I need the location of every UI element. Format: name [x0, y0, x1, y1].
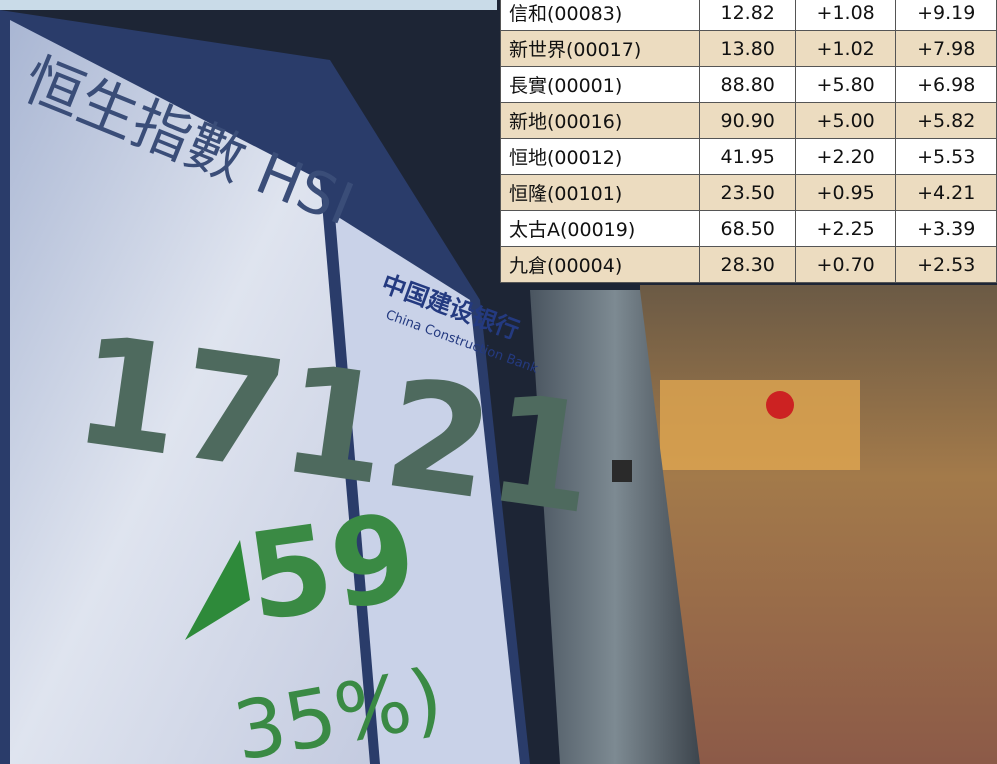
button [612, 460, 632, 482]
stock-name: 太古A(00019) [501, 211, 700, 247]
stock-value: 41.95 [700, 139, 795, 175]
stock-value: +2.20 [795, 139, 896, 175]
stock-name: 恒地(00012) [501, 139, 700, 175]
stock-value: 90.90 [700, 103, 795, 139]
table-row: 恒隆(00101)23.50+0.95+4.21 [501, 175, 997, 211]
stock-value: 13.80 [700, 31, 795, 67]
stock-value: +7.98 [896, 31, 997, 67]
stock-value: +5.82 [896, 103, 997, 139]
stock-value: +5.53 [896, 139, 997, 175]
stock-name: 長實(00001) [501, 67, 700, 103]
stock-value: 28.30 [700, 247, 795, 283]
stock-name: 九倉(00004) [501, 247, 700, 283]
stock-value: +0.70 [795, 247, 896, 283]
stock-value: +1.08 [795, 0, 896, 31]
table-row: 新世界(00017)13.80+1.02+7.98 [501, 31, 997, 67]
stock-name: 信和(00083) [501, 0, 700, 31]
stock-name: 恒隆(00101) [501, 175, 700, 211]
stock-value: +2.25 [795, 211, 896, 247]
stock-value: 23.50 [700, 175, 795, 211]
table-row: 太古A(00019)68.50+2.25+3.39 [501, 211, 997, 247]
stock-name: 新地(00016) [501, 103, 700, 139]
top-band [0, 0, 497, 10]
stock-value: +3.39 [896, 211, 997, 247]
stock-value: 88.80 [700, 67, 795, 103]
stock-value: 12.82 [700, 0, 795, 31]
stock-value: +1.02 [795, 31, 896, 67]
stock-value: +4.21 [896, 175, 997, 211]
stock-value: +5.80 [795, 67, 896, 103]
table-row: 信和(00083)12.82+1.08+9.19 [501, 0, 997, 31]
stock-value: +2.53 [896, 247, 997, 283]
table-row: 九倉(00004)28.30+0.70+2.53 [501, 247, 997, 283]
table-row: 長實(00001)88.80+5.80+6.98 [501, 67, 997, 103]
change-value: 59 [240, 488, 425, 649]
table-row: 恒地(00012)41.95+2.20+5.53 [501, 139, 997, 175]
stock-value: +0.95 [795, 175, 896, 211]
stock-value: +9.19 [896, 0, 997, 31]
stock-value: +5.00 [795, 103, 896, 139]
shop-light [660, 380, 860, 470]
stock-value: 68.50 [700, 211, 795, 247]
street [640, 285, 997, 764]
stock-value: +6.98 [896, 67, 997, 103]
page: 恒生指數 HSI 17121 59 35%) 中国建设银行 China Cons… [0, 0, 997, 764]
sign [766, 391, 794, 419]
stock-name: 新世界(00017) [501, 31, 700, 67]
table-row: 新地(00016)90.90+5.00+5.82 [501, 103, 997, 139]
